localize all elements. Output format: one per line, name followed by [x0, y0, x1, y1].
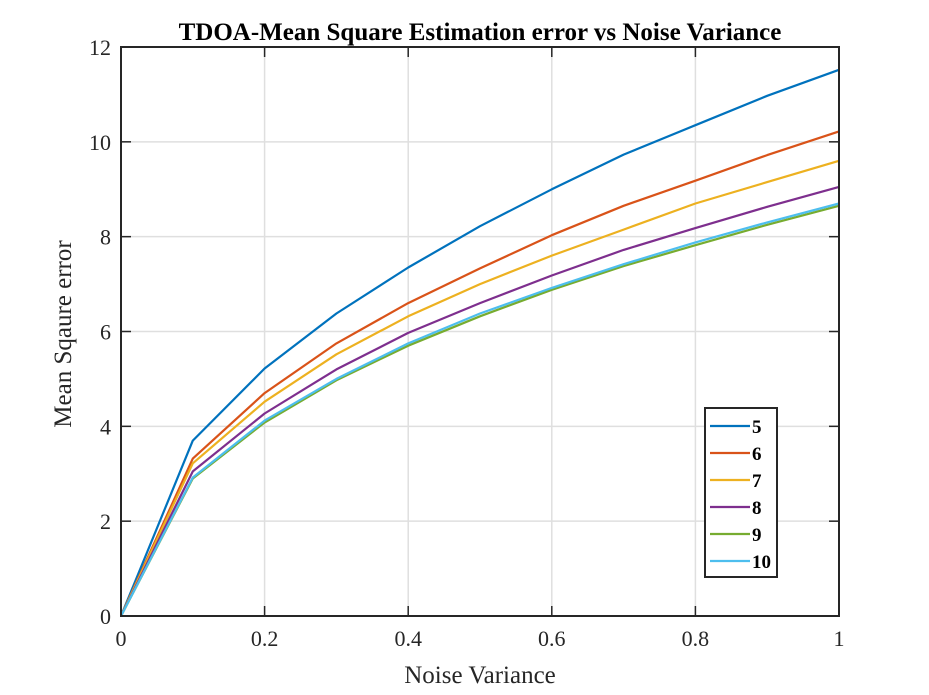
series-line-5 — [119, 68, 840, 617]
y-tick-label: 2 — [100, 509, 111, 534]
y-tick-label: 4 — [100, 414, 111, 439]
legend-label-10: 10 — [752, 552, 771, 573]
grid — [121, 47, 839, 616]
y-tick-label: 12 — [89, 35, 111, 60]
chart-title: TDOA-Mean Square Estimation error vs Noi… — [179, 19, 782, 46]
legend-label-5: 5 — [752, 417, 762, 438]
legend-label-8: 8 — [752, 498, 762, 519]
y-axis-label: Mean Sqaure error — [50, 240, 77, 428]
y-tick-label: 0 — [100, 604, 111, 629]
legend-label-9: 9 — [752, 525, 762, 546]
legend-box — [704, 407, 778, 578]
x-tick-label: 1 — [834, 626, 845, 651]
series-line-10 — [120, 202, 840, 617]
legend: 5 6 7 8 9 10 — [704, 407, 778, 578]
series-line-6 — [119, 130, 840, 617]
series-lines — [119, 68, 840, 617]
y-tick-label: 8 — [100, 225, 111, 250]
legend-label-7: 7 — [752, 471, 762, 492]
series-line-7 — [120, 159, 840, 617]
series-line-9 — [120, 204, 840, 617]
x-tick-label: 0.6 — [538, 626, 566, 651]
series-line-8 — [120, 185, 840, 617]
x-tick-label: 0.4 — [394, 626, 422, 651]
y-tick-label: 10 — [89, 130, 111, 155]
x-tick-label: 0.2 — [251, 626, 279, 651]
x-axis-label: Noise Variance — [404, 662, 556, 689]
x-tick-label: 0.8 — [682, 626, 710, 651]
x-tick-label: 0 — [116, 626, 127, 651]
y-tick-label: 6 — [100, 320, 111, 345]
legend-label-6: 6 — [752, 444, 762, 465]
